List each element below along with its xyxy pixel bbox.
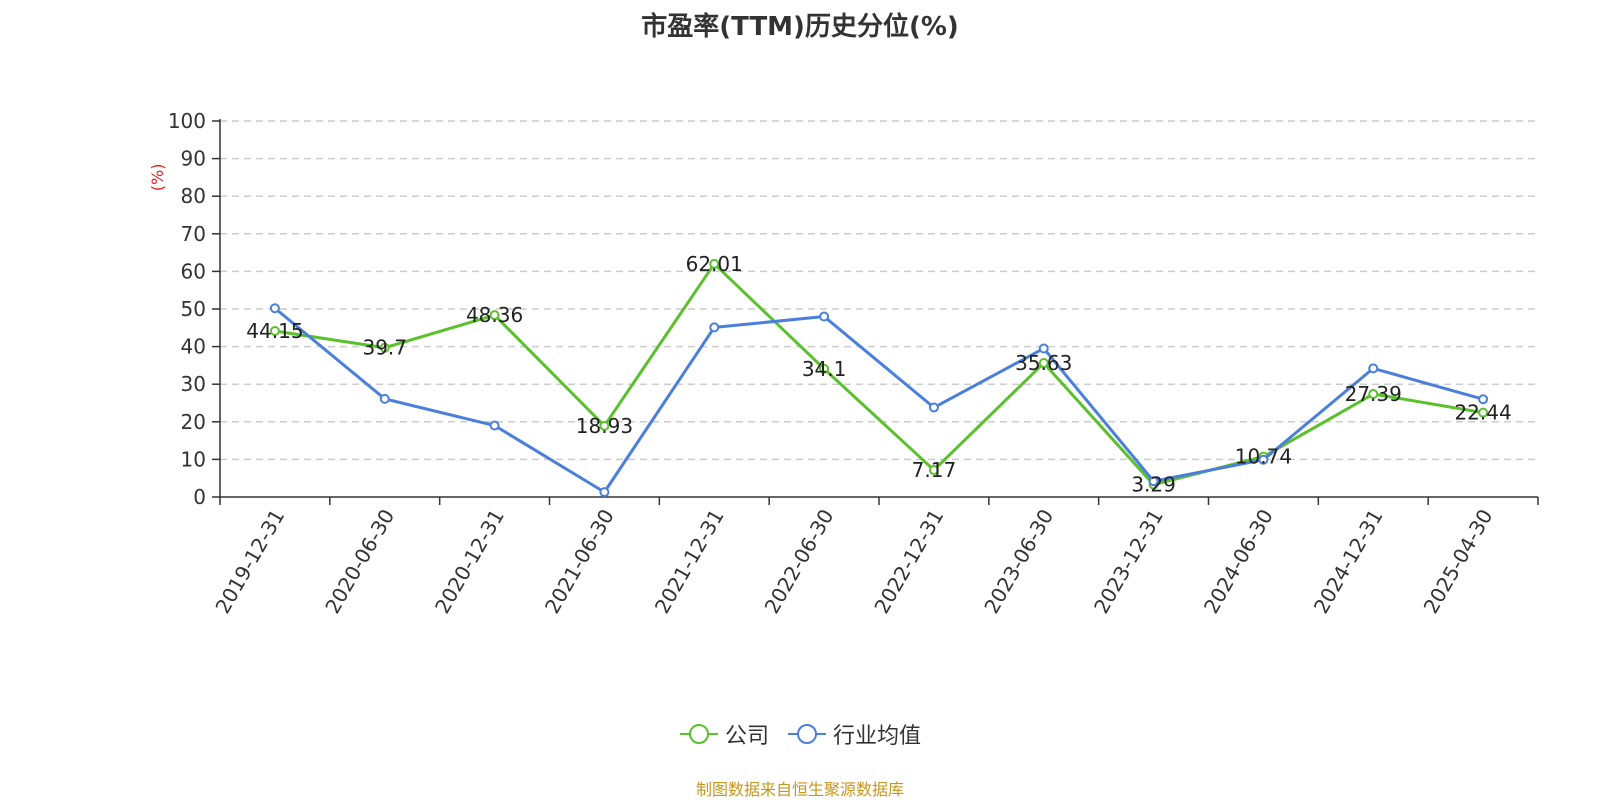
data-point — [1368, 363, 1379, 374]
data-point — [1478, 394, 1489, 405]
legend-label-industry-avg: 行业均值 — [833, 724, 922, 749]
data-label: 10.74 — [1235, 445, 1292, 469]
y-tick-label: 0 — [193, 485, 206, 509]
x-tick-label: 2024-12-31 — [1309, 505, 1388, 618]
y-tick-label: 10 — [181, 447, 206, 471]
x-tick-label: 2025-04-30 — [1419, 505, 1498, 618]
x-tick-label: 2023-12-31 — [1089, 505, 1168, 618]
data-point — [1038, 343, 1049, 354]
data-point — [709, 258, 720, 269]
data-label: 22.44 — [1454, 401, 1511, 425]
data-label: 7.17 — [912, 458, 957, 482]
data-point — [269, 325, 280, 336]
data-labels: 44.15 39.7 48.36 18.93 62.01 34.1 7.17 35.63 3.2… — [246, 252, 1511, 497]
chart-title: 市盈率(TTM)历史分位(%) — [641, 12, 959, 42]
data-point — [379, 393, 390, 404]
x-tick-label: 2024-06-30 — [1199, 505, 1278, 618]
legend-label-company: 公司 — [724, 724, 769, 749]
grid-lines — [220, 120, 1538, 461]
series-line-0 — [274, 262, 1484, 487]
y-tick-label: 70 — [181, 222, 206, 246]
x-tick-label: 2020-12-31 — [430, 505, 509, 618]
y-tick-label: 100 — [168, 109, 206, 133]
y-tick-label: 80 — [181, 184, 206, 208]
data-label: 44.15 — [246, 319, 303, 343]
x-tick-label: 2022-12-31 — [869, 505, 948, 618]
x-tick-label: 2020-06-30 — [320, 505, 399, 618]
x-tick-label: 2021-06-30 — [540, 505, 619, 618]
data-point — [928, 402, 939, 413]
data-label: 3.29 — [1131, 473, 1176, 497]
y-tick-label: 90 — [181, 147, 206, 171]
x-tick-label: 2019-12-31 — [210, 505, 289, 618]
y-tick-label: 60 — [181, 259, 206, 283]
data-label: 62.01 — [686, 252, 743, 276]
data-label: 18.93 — [576, 414, 633, 438]
data-point — [599, 487, 610, 498]
legend-item-industry-avg[interactable]: 行业均值 — [787, 718, 921, 750]
data-point — [599, 420, 610, 431]
line-chart: 0 10 20 30 40 50 60 70 80 90 100 (%) 2019-12-31 2020-… — [148, 109, 1539, 618]
data-label: 27.39 — [1345, 382, 1402, 406]
y-axis-unit: (%) — [148, 164, 167, 192]
data-label: 48.36 — [466, 303, 523, 327]
data-point — [819, 363, 830, 374]
legend-marker-company — [679, 724, 718, 744]
y-tick-label: 50 — [181, 297, 206, 321]
data-point — [1368, 389, 1379, 400]
series-lines — [269, 258, 1489, 498]
data-point — [819, 311, 830, 322]
data-point — [1258, 454, 1269, 465]
x-tick-label: 2023-06-30 — [979, 505, 1058, 618]
y-tick-label: 40 — [181, 335, 206, 359]
data-point — [1038, 358, 1049, 369]
legend: 公司 行业均值 — [0, 718, 1600, 750]
data-point — [1478, 407, 1489, 418]
x-tick-label: 2022-06-30 — [760, 505, 839, 618]
data-label: 35.63 — [1015, 351, 1072, 375]
data-point — [1148, 476, 1159, 487]
y-tick-label: 30 — [181, 372, 206, 396]
data-point — [489, 310, 500, 321]
data-label: 39.7 — [362, 336, 407, 360]
data-point — [489, 420, 500, 431]
legend-item-company[interactable]: 公司 — [679, 718, 769, 750]
data-point — [379, 342, 390, 353]
series-line-1 — [273, 307, 1484, 494]
y-tick-label: 20 — [181, 410, 206, 434]
data-point — [928, 465, 939, 476]
data-point — [709, 322, 720, 333]
x-tick-label: 2021-12-31 — [650, 505, 729, 618]
data-source-note: 制图数据来自恒生聚源数据库 — [695, 780, 904, 799]
data-label: 34.1 — [802, 357, 847, 381]
legend-marker-industry-avg — [788, 724, 826, 744]
data-point — [269, 303, 280, 314]
